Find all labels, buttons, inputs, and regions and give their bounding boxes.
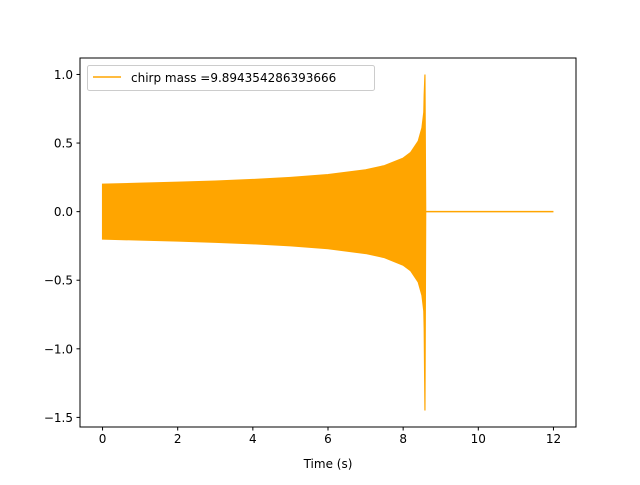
x-tick-label: 10 xyxy=(471,432,486,446)
legend: chirp mass =9.894354286393666 xyxy=(87,65,375,91)
x-tick-label: 4 xyxy=(249,432,257,446)
plot-area xyxy=(101,74,554,411)
y-tick-label: −1.0 xyxy=(44,342,73,356)
y-axis: 1.0 0.5 0.0 −0.5 −1.0 −1.5 xyxy=(44,68,80,425)
legend-label: chirp mass =9.894354286393666 xyxy=(131,71,336,85)
x-axis-label: Time (s) xyxy=(303,457,353,471)
chirp-waveform xyxy=(101,74,427,411)
x-tick-label: 0 xyxy=(99,432,107,446)
x-axis: 0 2 4 6 8 10 12 xyxy=(99,427,561,446)
x-tick-label: 2 xyxy=(174,432,182,446)
x-tick-label: 6 xyxy=(324,432,332,446)
legend-box xyxy=(87,65,375,91)
y-tick-label: 0.0 xyxy=(54,205,73,219)
y-tick-label: 0.5 xyxy=(54,137,73,151)
y-tick-label: −0.5 xyxy=(44,274,73,288)
x-tick-label: 8 xyxy=(399,432,407,446)
y-tick-label: −1.5 xyxy=(44,411,73,425)
x-tick-label: 12 xyxy=(546,432,561,446)
y-tick-label: 1.0 xyxy=(54,68,73,82)
